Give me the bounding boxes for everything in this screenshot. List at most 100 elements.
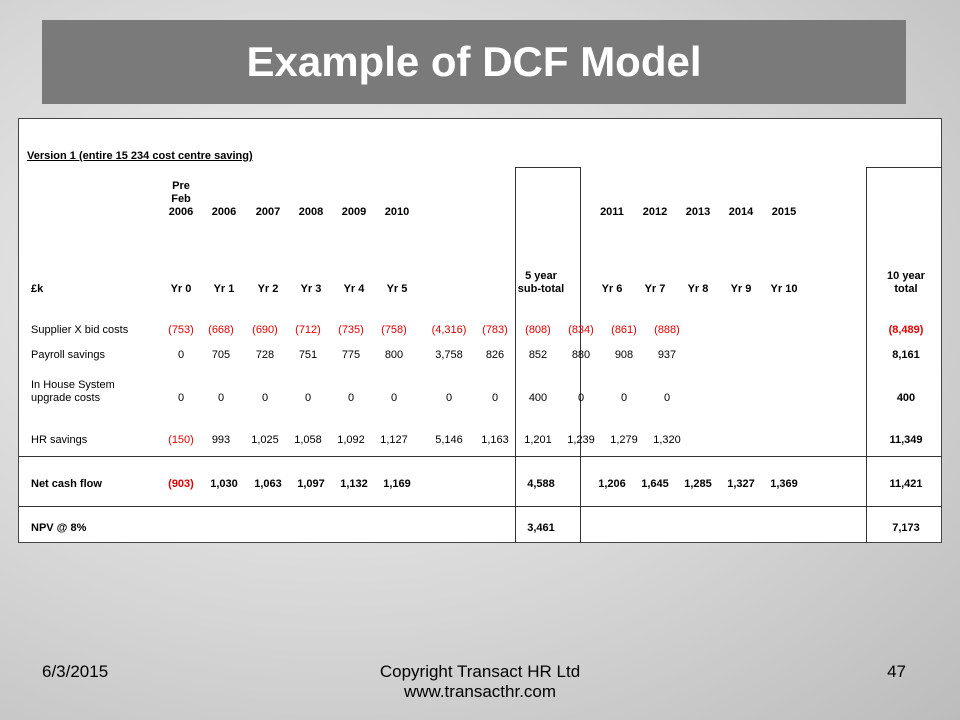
year-header: 2014	[728, 206, 754, 218]
cell-value: 11,349	[889, 434, 923, 446]
cell-value: 1,327	[727, 478, 755, 490]
year-header: 2007	[255, 206, 281, 218]
cell-value: (861)	[611, 324, 637, 336]
rule	[515, 167, 581, 168]
cell-value: 1,369	[770, 478, 798, 490]
cell-value: (8,489)	[888, 324, 924, 336]
cell-value: 751	[298, 349, 318, 361]
row-label: Supplier X bid costs	[31, 324, 129, 336]
rule	[515, 167, 516, 543]
cell-value: 1,163	[481, 434, 509, 446]
period-header: Yr 10	[770, 283, 798, 295]
rule	[19, 456, 942, 457]
cell-value: 1,025	[251, 434, 279, 446]
rule	[580, 167, 581, 543]
cell-value: 1,279	[610, 434, 638, 446]
cell-value: 705	[211, 349, 231, 361]
period-header: Yr 4	[343, 283, 365, 295]
period-header: 5 year sub-total	[517, 270, 565, 295]
cell-value: (888)	[654, 324, 680, 336]
cell-value: 1,206	[598, 478, 626, 490]
cell-value: 400	[896, 392, 916, 404]
cell-value: 1,097	[297, 478, 325, 490]
cell-value: 1,169	[383, 478, 411, 490]
cell-value: 0	[663, 392, 671, 404]
cell-value: (758)	[381, 324, 407, 336]
period-header: Yr 3	[300, 283, 322, 295]
cell-value: 400	[528, 392, 548, 404]
period-header: Yr 7	[644, 283, 666, 295]
year-header: 2006	[211, 206, 237, 218]
cell-value: (783)	[482, 324, 508, 336]
cell-value: 0	[261, 392, 269, 404]
cell-value: 0	[304, 392, 312, 404]
cell-value: 3,758	[435, 349, 463, 361]
rule	[866, 167, 942, 168]
period-header: 10 year total	[887, 270, 925, 295]
cell-value: 0	[177, 349, 185, 361]
cell-value: 0	[491, 392, 499, 404]
cell-value: 728	[255, 349, 275, 361]
cell-value: (834)	[568, 324, 594, 336]
year-header: 2010	[384, 206, 410, 218]
copyright-line: Copyright Transact HR Ltd	[379, 662, 581, 681]
year-header: Pre Feb 2006	[168, 180, 194, 218]
period-header: Yr 0	[170, 283, 192, 295]
table: Version 1 (entire 15 234 cost centre sav…	[18, 118, 942, 543]
footer-copyright: Copyright Transact HR Ltd www.transacthr…	[330, 662, 630, 702]
year-header: 2011	[600, 206, 624, 218]
cell-value: 1,239	[567, 434, 595, 446]
period-header: Yr 8	[687, 283, 709, 295]
row-label: NPV @ 8%	[31, 522, 87, 534]
cell-value: (668)	[208, 324, 234, 336]
title: Example of DCF Model	[42, 20, 906, 104]
period-header: Yr 9	[730, 283, 752, 295]
cell-value: 993	[211, 434, 231, 446]
cell-value: 1,127	[380, 434, 408, 446]
row-label: Net cash flow	[31, 478, 102, 490]
year-header: 2008	[298, 206, 324, 218]
cell-value: 0	[620, 392, 628, 404]
cell-value: (712)	[295, 324, 321, 336]
year-header: 2012	[642, 206, 668, 218]
cell-value: 775	[341, 349, 361, 361]
cell-value: 0	[445, 392, 453, 404]
row-label: HR savings	[31, 434, 88, 446]
cell-value: 1,030	[210, 478, 238, 490]
period-header: Yr 6	[601, 283, 623, 295]
cell-value: (690)	[252, 324, 278, 336]
cell-value: 1,285	[684, 478, 712, 490]
caption: Version 1 (entire 15 234 cost centre sav…	[27, 150, 253, 162]
cell-value: 8,161	[892, 349, 920, 361]
cell-value: 1,201	[524, 434, 552, 446]
cell-value: 0	[577, 392, 585, 404]
cell-value: 3,461	[527, 522, 555, 534]
cell-value: (903)	[168, 478, 194, 490]
cell-value: (4,316)	[431, 324, 467, 336]
cell-value: (753)	[168, 324, 194, 336]
footer-date: 6/3/2015	[42, 662, 109, 681]
period-header: Yr 2	[257, 283, 279, 295]
cell-value: (150)	[168, 434, 194, 446]
cell-value: 1,132	[340, 478, 368, 490]
year-header: 2009	[341, 206, 367, 218]
year-header: 2015	[771, 206, 797, 218]
cell-value: (735)	[338, 324, 364, 336]
cell-value: 937	[657, 349, 677, 361]
copyright-line: www.transacthr.com	[403, 682, 557, 701]
cell-value: 1,092	[337, 434, 365, 446]
cell-value: 11,421	[889, 478, 923, 490]
cell-value: (808)	[525, 324, 551, 336]
cell-value: 4,588	[527, 478, 555, 490]
rule	[866, 167, 867, 543]
cell-value: 0	[390, 392, 398, 404]
cell-value: 1,645	[641, 478, 669, 490]
cell-value: 0	[177, 392, 185, 404]
year-header: 2013	[685, 206, 711, 218]
cell-value: 1,063	[254, 478, 282, 490]
cell-value: 800	[384, 349, 404, 361]
cell-value: 826	[485, 349, 505, 361]
rule	[19, 506, 942, 507]
cell-value: 0	[217, 392, 225, 404]
